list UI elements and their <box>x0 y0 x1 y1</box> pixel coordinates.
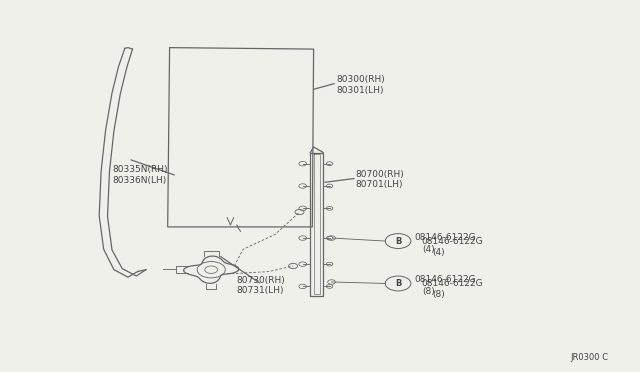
Text: (4): (4) <box>433 248 445 257</box>
Text: 08146-6122G: 08146-6122G <box>421 279 483 288</box>
Text: 08146-6122G: 08146-6122G <box>421 237 483 246</box>
Text: 80300(RH): 80300(RH) <box>336 76 385 84</box>
Text: 80730(RH): 80730(RH) <box>237 276 285 285</box>
Text: (4): (4) <box>422 245 435 254</box>
Text: 80336N(LH): 80336N(LH) <box>112 176 166 185</box>
Text: 08146-6122G: 08146-6122G <box>414 275 476 284</box>
Text: (8): (8) <box>433 290 445 299</box>
Text: (8): (8) <box>422 287 435 296</box>
Text: B: B <box>395 237 401 246</box>
Text: B: B <box>395 279 401 288</box>
Text: 80700(RH): 80700(RH) <box>355 170 404 179</box>
Text: JR0300 C: JR0300 C <box>570 353 608 362</box>
Text: 80335N(RH): 80335N(RH) <box>112 165 168 174</box>
Text: 80701(LH): 80701(LH) <box>355 180 403 189</box>
Text: 80731(LH): 80731(LH) <box>237 286 284 295</box>
Text: 80301(LH): 80301(LH) <box>336 86 383 94</box>
Text: 08146-6122G: 08146-6122G <box>414 233 476 242</box>
